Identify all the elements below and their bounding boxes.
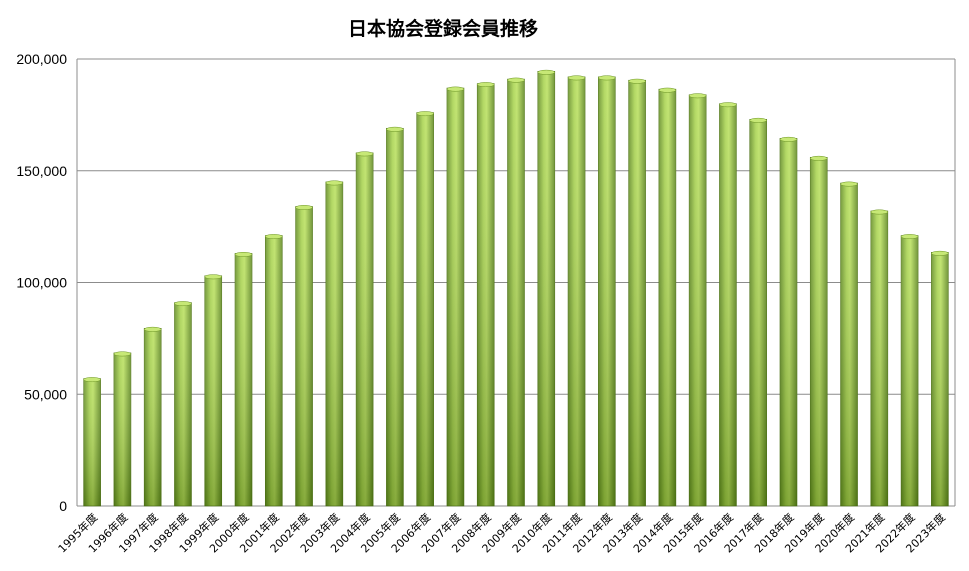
- bar: [204, 274, 223, 507]
- bar: [446, 86, 465, 507]
- chart-title: 日本協会登録会員推移: [347, 18, 538, 40]
- bar: [264, 234, 283, 507]
- bar: [234, 251, 253, 507]
- bar: [779, 136, 798, 507]
- bar: [83, 377, 101, 507]
- bar: [174, 301, 192, 507]
- bar: [809, 155, 828, 507]
- bar: [537, 69, 556, 507]
- bar: [567, 75, 586, 507]
- x-axis-ticks: 1995年度1996年度1997年度1998年度1999年度2000年度2001…: [55, 510, 948, 555]
- bar: [870, 209, 889, 507]
- bar: [658, 87, 677, 507]
- bar: [628, 78, 646, 507]
- bar: [386, 126, 404, 507]
- bar: [598, 75, 616, 507]
- y-tick-label: 150,000: [16, 163, 67, 179]
- y-tick-label: 50,000: [24, 386, 67, 402]
- bar: [416, 111, 434, 507]
- bar: [719, 102, 737, 507]
- bar: [840, 181, 858, 507]
- bar: [688, 93, 707, 507]
- y-tick-label: 0: [59, 498, 67, 514]
- bar: [143, 326, 162, 507]
- bar: [476, 82, 495, 507]
- bar: [931, 250, 949, 507]
- bar: [295, 205, 313, 507]
- bar: [900, 234, 919, 507]
- y-axis-ticks: 0 50,000 100,000 150,000 200,000: [16, 51, 67, 514]
- y-tick-label: 200,000: [16, 51, 67, 67]
- y-tick-label: 100,000: [16, 275, 67, 291]
- bar: [325, 180, 344, 507]
- bar: [355, 151, 374, 507]
- bar: [507, 77, 525, 507]
- bars: [83, 69, 949, 507]
- bar: [113, 351, 132, 507]
- bar: [749, 117, 768, 507]
